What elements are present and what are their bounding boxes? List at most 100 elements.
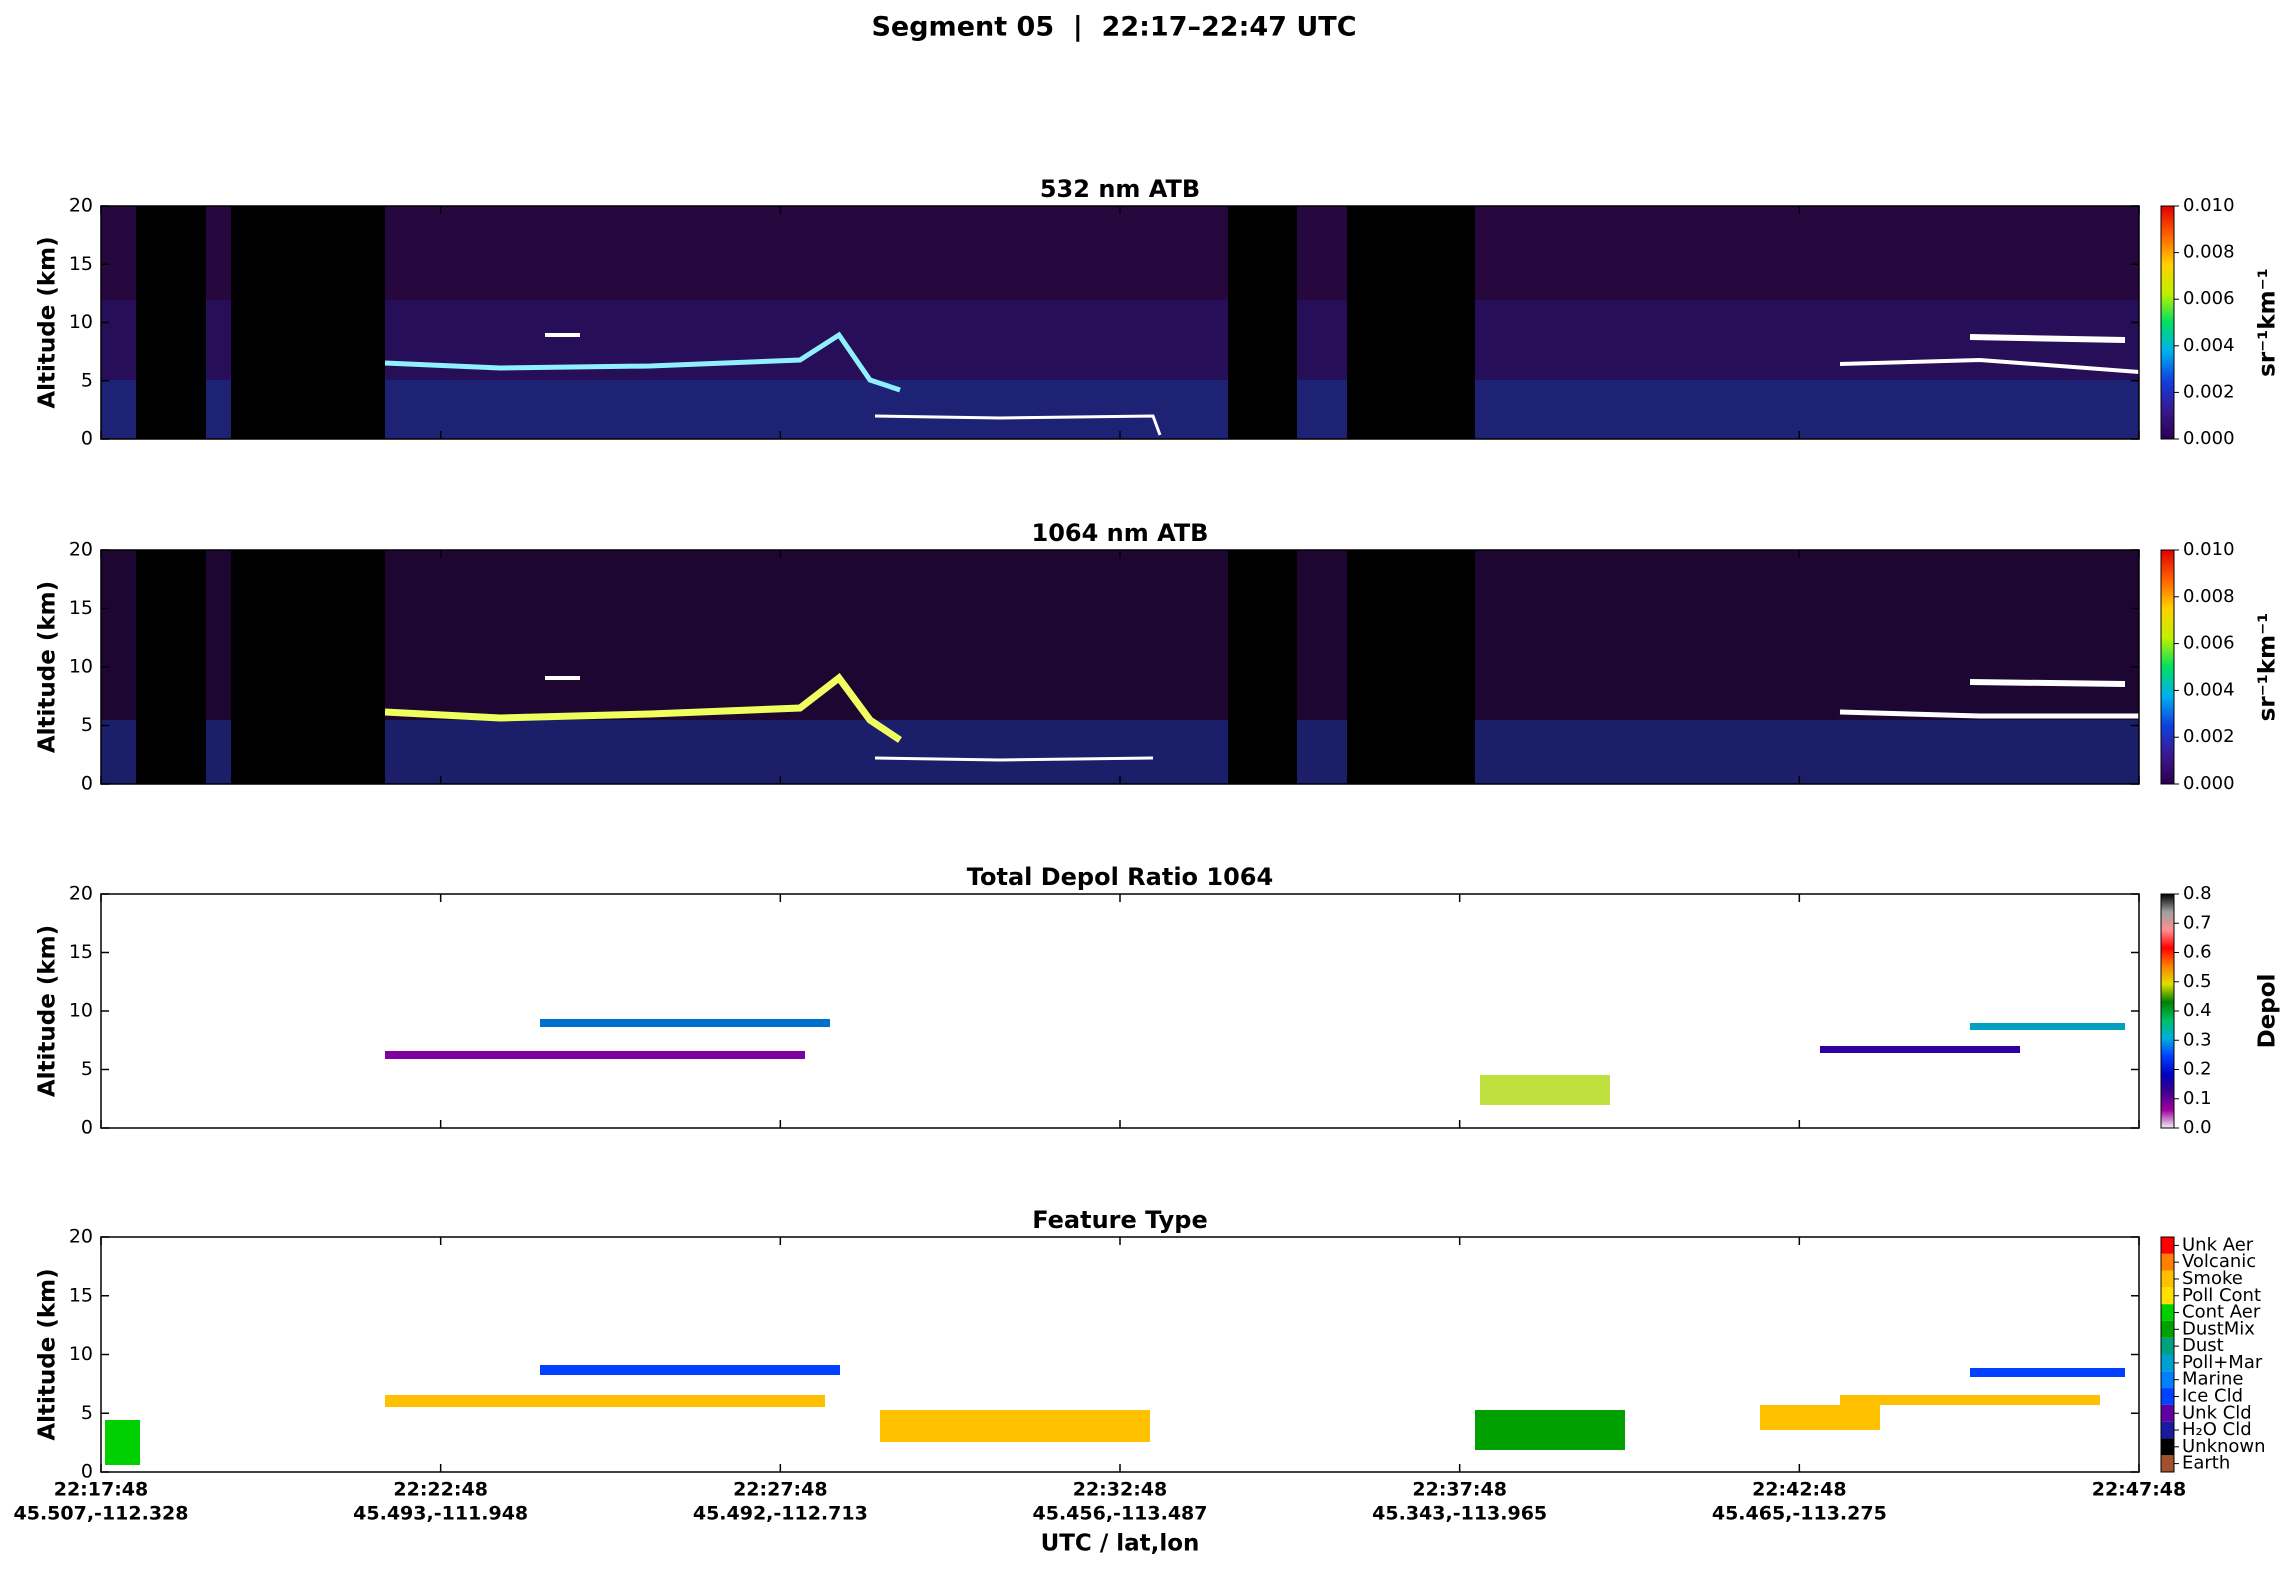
y-tick-label: 5 <box>81 1058 93 1080</box>
colorbar-tick-label: 0.5 <box>2183 971 2212 992</box>
colorbar <box>2161 206 2174 439</box>
x-tick-label: 22:27:48 <box>733 1479 828 1501</box>
colorbar-tick-label: 0.006 <box>2183 288 2235 309</box>
y-tick-label: 0 <box>81 428 93 450</box>
colorbar-swatch <box>2161 1237 2174 1254</box>
x-tick-sublabel: 45.465,-113.275 <box>1712 1503 1887 1525</box>
colorbar-label: Ice Cld <box>2182 1385 2243 1406</box>
colorbar-frame <box>2160 205 2175 440</box>
colorbar-label: Unknown <box>2182 1436 2266 1457</box>
x-tick-sublabel: 45.492,-112.713 <box>693 1503 868 1525</box>
colorbar-frame <box>2160 893 2175 1129</box>
y-tick-label: 20 <box>69 1226 93 1248</box>
x-tick-label: 22:47:48 <box>2092 1479 2187 1501</box>
colorbar-label: Dust <box>2182 1335 2224 1356</box>
plot-frame <box>100 893 2140 1129</box>
x-tick-label: 22:42:48 <box>1752 1479 1847 1501</box>
colorbar-swatch <box>2161 1337 2174 1355</box>
y-tick-label: 10 <box>69 656 93 678</box>
colorbar-tick-label: 0.000 <box>2183 773 2235 794</box>
colorbar-swatch <box>2161 1455 2174 1472</box>
colorbar-swatch <box>2161 1320 2174 1338</box>
colorbar <box>2161 550 2174 784</box>
colorbar-tick-label: 0.3 <box>2183 1029 2212 1050</box>
colorbar <box>2161 894 2174 1128</box>
y-tick-label: 0 <box>81 1117 93 1139</box>
plot-frame <box>100 549 2140 785</box>
colorbar-tick-label: 0.010 <box>2183 195 2235 216</box>
colorbar-tick-label: 0.010 <box>2183 539 2235 560</box>
colorbar-label: Depol <box>2255 974 2281 1049</box>
colorbar-tick-label: 0.008 <box>2183 242 2235 263</box>
colorbar-swatch <box>2161 1253 2174 1271</box>
colorbar-label: Volcanic <box>2182 1251 2256 1272</box>
colorbar-swatch <box>2161 1287 2174 1305</box>
y-tick-label: 15 <box>69 941 93 963</box>
colorbar-frame <box>2160 549 2175 785</box>
y-axis-label: Altitude (km) <box>35 1268 61 1440</box>
y-tick-label: 5 <box>81 1402 93 1424</box>
colorbar-label: Earth <box>2182 1453 2230 1474</box>
y-tick-label: 5 <box>81 714 93 736</box>
colorbar-label: Smoke <box>2182 1268 2243 1289</box>
y-tick-label: 0 <box>81 773 93 795</box>
y-tick-label: 5 <box>81 369 93 391</box>
y-tick-label: 0 <box>81 1461 93 1483</box>
colorbar-tick-label: 0.0 <box>2183 1117 2212 1138</box>
colorbar-label: sr⁻¹km⁻¹ <box>2255 268 2281 377</box>
colorbar-label: Poll Cont <box>2182 1285 2261 1306</box>
x-tick-label: 22:17:48 <box>54 1479 149 1501</box>
x-tick-label: 22:32:48 <box>1073 1479 1168 1501</box>
colorbar-swatch <box>2161 1354 2174 1372</box>
y-tick-label: 15 <box>69 253 93 275</box>
colorbar-tick-label: 0.2 <box>2183 1059 2212 1080</box>
colorbar-label: Unk Aer <box>2182 1234 2254 1255</box>
colorbar-frame <box>2160 1236 2175 1473</box>
x-tick-sublabel: 45.507,-112.328 <box>14 1503 189 1525</box>
colorbar-tick-label: 0.002 <box>2183 381 2235 402</box>
y-tick-label: 15 <box>69 597 93 619</box>
y-tick-label: 10 <box>69 1000 93 1022</box>
colorbar-label: Poll+Mar <box>2182 1352 2263 1373</box>
plot-frame <box>100 205 2140 440</box>
x-tick-sublabel: 45.343,-113.965 <box>1372 1503 1547 1525</box>
plot-frame <box>100 1236 2140 1473</box>
x-tick-sublabel: 45.456,-113.487 <box>1033 1503 1208 1525</box>
y-axis-label: Altitude (km) <box>35 236 61 408</box>
x-axis-label: UTC / lat,lon <box>1041 1531 1200 1557</box>
colorbar-label: DustMix <box>2182 1318 2255 1339</box>
y-tick-label: 10 <box>69 311 93 333</box>
colorbar-label: Cont Aer <box>2182 1302 2261 1323</box>
colorbar-tick-label: 0.006 <box>2183 633 2235 654</box>
colorbar-tick-label: 0.002 <box>2183 726 2235 747</box>
colorbar-tick-label: 0.7 <box>2183 912 2212 933</box>
colorbar-tick-label: 0.4 <box>2183 1000 2212 1021</box>
colorbar-tick-label: 0.004 <box>2183 679 2235 700</box>
colorbar-tick-label: 0.1 <box>2183 1088 2212 1109</box>
colorbar-tick-label: 0.000 <box>2183 428 2235 449</box>
colorbar-swatch <box>2161 1371 2174 1389</box>
colorbar-tick-label: 0.008 <box>2183 586 2235 607</box>
colorbar-swatch <box>2161 1304 2174 1321</box>
x-tick-label: 22:37:48 <box>1412 1479 1507 1501</box>
colorbar-label: Marine <box>2182 1369 2243 1390</box>
colorbar-swatch <box>2161 1404 2174 1422</box>
colorbar-label: sr⁻¹km⁻¹ <box>2255 613 2281 722</box>
colorbar-label: H₂O Cld <box>2182 1419 2252 1440</box>
panel-title: 1064 nm ATB <box>1032 519 1209 547</box>
y-tick-label: 10 <box>69 1343 93 1365</box>
figure-title: Segment 05 | 22:17–22:47 UTC <box>871 12 1356 43</box>
colorbar-tick-label: 0.8 <box>2183 883 2212 904</box>
colorbar-tick-label: 0.6 <box>2183 942 2212 963</box>
panel-title: 532 nm ATB <box>1040 175 1200 203</box>
y-tick-label: 20 <box>69 883 93 905</box>
y-axis-label: Altitude (km) <box>35 581 61 753</box>
y-axis-label: Altitude (km) <box>35 925 61 1097</box>
y-tick-label: 20 <box>69 195 93 217</box>
panel-title: Feature Type <box>1032 1206 1208 1234</box>
colorbar-swatch <box>2161 1421 2174 1439</box>
colorbar-swatch <box>2161 1388 2174 1405</box>
x-tick-sublabel: 45.493,-111.948 <box>353 1503 528 1525</box>
panel-title: Total Depol Ratio 1064 <box>967 863 1273 891</box>
